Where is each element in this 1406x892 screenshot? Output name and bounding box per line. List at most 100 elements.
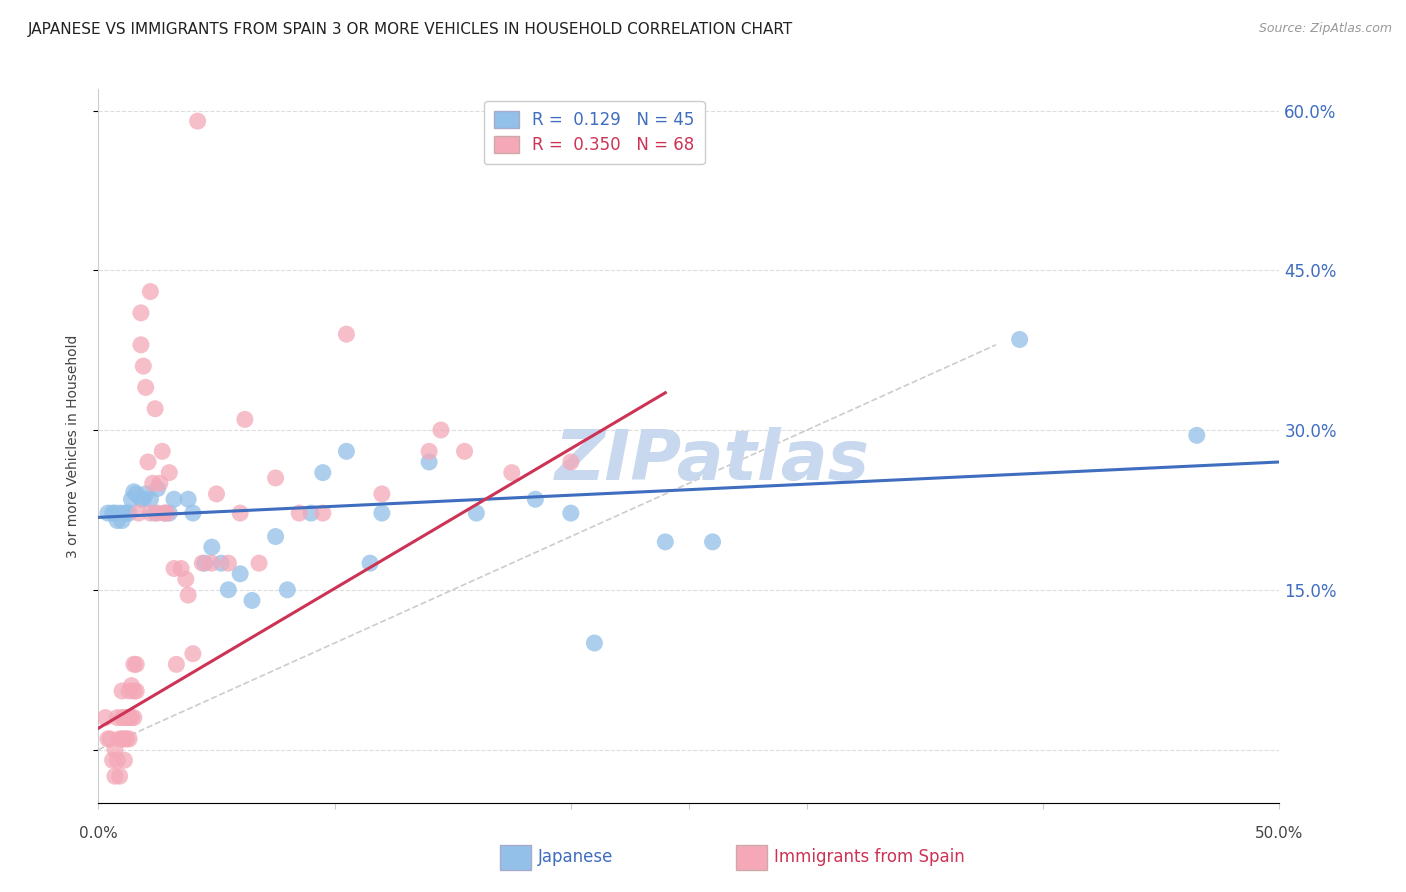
- Point: [359, 556, 381, 570]
- Point: [112, 731, 135, 746]
- Point: [139, 506, 162, 520]
- Y-axis label: 3 or more Vehicles in Household: 3 or more Vehicles in Household: [66, 334, 80, 558]
- Point: [139, 285, 162, 299]
- Text: JAPANESE VS IMMIGRANTS FROM SPAIN 3 OR MORE VEHICLES IN HOUSEHOLD CORRELATION CH: JAPANESE VS IMMIGRANTS FROM SPAIN 3 OR M…: [28, 22, 793, 37]
- Point: [247, 556, 270, 570]
- Text: 50.0%: 50.0%: [1256, 826, 1303, 841]
- Point: [128, 506, 150, 520]
- Point: [129, 338, 152, 352]
- Point: [121, 492, 143, 507]
- Text: Japanese: Japanese: [538, 848, 613, 866]
- Point: [122, 484, 145, 499]
- Point: [156, 506, 179, 520]
- Point: [121, 710, 143, 724]
- Point: [654, 534, 676, 549]
- Point: [108, 769, 131, 783]
- Point: [105, 710, 128, 724]
- Point: [142, 476, 165, 491]
- Point: [501, 466, 523, 480]
- Point: [583, 636, 606, 650]
- Point: [111, 684, 134, 698]
- Point: [560, 455, 582, 469]
- Point: [1008, 333, 1031, 347]
- Point: [112, 753, 135, 767]
- Point: [153, 506, 176, 520]
- Point: [217, 556, 239, 570]
- Point: [101, 506, 124, 520]
- Point: [98, 731, 121, 746]
- Point: [205, 487, 228, 501]
- Point: [371, 487, 394, 501]
- Point: [299, 506, 322, 520]
- Text: 0.0%: 0.0%: [79, 826, 118, 841]
- Point: [135, 380, 157, 394]
- Legend: R =  0.129   N = 45, R =  0.350   N = 68: R = 0.129 N = 45, R = 0.350 N = 68: [484, 101, 704, 164]
- Point: [229, 506, 252, 520]
- Point: [118, 684, 141, 698]
- Point: [112, 710, 135, 724]
- Point: [118, 710, 141, 724]
- Point: [105, 753, 128, 767]
- Point: [264, 471, 287, 485]
- Point: [187, 114, 209, 128]
- Point: [465, 506, 488, 520]
- Point: [104, 506, 127, 520]
- Point: [97, 731, 120, 746]
- Point: [418, 455, 440, 469]
- Point: [143, 506, 166, 520]
- Point: [136, 455, 159, 469]
- Point: [122, 684, 145, 698]
- Point: [115, 506, 138, 520]
- Point: [163, 492, 186, 507]
- Point: [163, 561, 186, 575]
- Point: [118, 731, 141, 746]
- Point: [125, 684, 148, 698]
- Point: [153, 506, 176, 520]
- Point: [122, 657, 145, 672]
- Point: [276, 582, 298, 597]
- Point: [312, 506, 335, 520]
- Point: [288, 506, 311, 520]
- Point: [201, 556, 224, 570]
- Point: [191, 556, 214, 570]
- Point: [97, 506, 120, 520]
- Point: [157, 506, 180, 520]
- Point: [139, 492, 162, 507]
- Point: [111, 710, 134, 724]
- Point: [181, 647, 204, 661]
- Point: [118, 506, 141, 520]
- Point: [104, 769, 127, 783]
- Point: [174, 572, 197, 586]
- Point: [312, 466, 335, 480]
- Point: [115, 710, 138, 724]
- Point: [146, 482, 169, 496]
- Point: [177, 492, 200, 507]
- Point: [111, 731, 134, 746]
- Point: [524, 492, 547, 507]
- Point: [143, 401, 166, 416]
- Point: [150, 444, 173, 458]
- Point: [125, 657, 148, 672]
- Point: [560, 506, 582, 520]
- Point: [209, 556, 232, 570]
- Point: [233, 412, 256, 426]
- Point: [201, 540, 224, 554]
- Point: [122, 710, 145, 724]
- Point: [229, 566, 252, 581]
- Point: [135, 487, 157, 501]
- Point: [132, 492, 155, 507]
- Point: [125, 487, 148, 501]
- Point: [146, 506, 169, 520]
- Point: [101, 753, 124, 767]
- Point: [105, 514, 128, 528]
- Point: [129, 492, 152, 507]
- Point: [121, 679, 143, 693]
- Point: [157, 466, 180, 480]
- Point: [112, 506, 135, 520]
- Point: [217, 582, 239, 597]
- Point: [240, 593, 263, 607]
- Point: [181, 506, 204, 520]
- Point: [430, 423, 453, 437]
- Text: ZIPatlas: ZIPatlas: [555, 426, 870, 494]
- Point: [94, 710, 117, 724]
